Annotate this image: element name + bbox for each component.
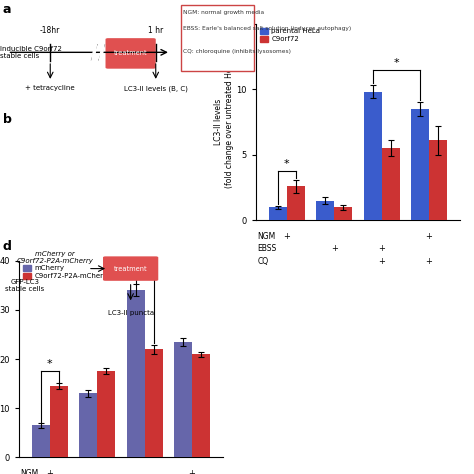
Legend: mCherry, C9orf72-P2A-mCherry: mCherry, C9orf72-P2A-mCherry — [22, 264, 111, 280]
Bar — [334, 207, 352, 220]
Text: +: + — [378, 257, 385, 266]
Text: +: + — [426, 257, 432, 266]
Bar — [382, 148, 400, 220]
Text: NGM: NGM — [20, 469, 39, 474]
Bar — [287, 186, 305, 220]
Text: c: c — [199, 12, 206, 25]
Bar — [97, 371, 115, 457]
Text: *: * — [284, 159, 290, 169]
Text: CQ: CQ — [257, 257, 268, 266]
Bar — [174, 342, 192, 457]
Text: NGM: NGM — [257, 232, 276, 241]
Text: b: b — [2, 113, 11, 126]
Text: + tetracycline: + tetracycline — [26, 85, 75, 91]
Text: +: + — [189, 469, 195, 474]
Text: EBSS: Earle's balanced salt solution (induces autophagy): EBSS: Earle's balanced salt solution (in… — [183, 26, 352, 31]
Text: +: + — [378, 245, 385, 254]
Text: +: + — [283, 232, 290, 241]
Text: a: a — [2, 3, 11, 16]
Y-axis label: LC3-II levels
(fold change over untreated HeLa): LC3-II levels (fold change over untreate… — [214, 56, 234, 188]
Bar — [145, 349, 163, 457]
Text: +: + — [426, 232, 432, 241]
Legend: parental HeLa, C9orf72: parental HeLa, C9orf72 — [259, 27, 321, 43]
Text: *: * — [142, 264, 147, 273]
Text: 1 hr: 1 hr — [148, 26, 164, 35]
Text: mCherry or
C9orf72-P2A-mCherry: mCherry or C9orf72-P2A-mCherry — [17, 251, 94, 264]
Text: CQ: chloroquine (inhibits lysosomes): CQ: chloroquine (inhibits lysosomes) — [183, 49, 292, 54]
Bar — [32, 426, 50, 457]
Bar — [192, 354, 210, 457]
Text: GFP-LC3
stable cells: GFP-LC3 stable cells — [6, 279, 45, 292]
Text: *: * — [47, 359, 53, 369]
Text: +: + — [331, 245, 337, 254]
Text: treatment: treatment — [114, 50, 147, 56]
Text: d: d — [2, 240, 11, 253]
Bar — [364, 92, 382, 220]
Text: Inducible C9orf72
stable cells: Inducible C9orf72 stable cells — [0, 46, 62, 59]
Bar — [411, 109, 429, 220]
FancyBboxPatch shape — [103, 256, 158, 281]
Bar — [316, 201, 334, 220]
Bar — [429, 140, 447, 220]
Bar — [269, 207, 287, 220]
Text: NGM: normal growth media: NGM: normal growth media — [183, 10, 264, 15]
Text: treatment: treatment — [114, 265, 147, 272]
Text: LC3-II levels (B, C): LC3-II levels (B, C) — [124, 85, 188, 91]
Text: LC3-II puncta: LC3-II puncta — [108, 310, 154, 317]
Text: -18hr: -18hr — [40, 26, 60, 35]
Text: EBSS: EBSS — [257, 245, 277, 254]
Text: +: + — [46, 469, 53, 474]
Bar — [50, 386, 68, 457]
FancyBboxPatch shape — [106, 38, 156, 69]
Bar — [79, 393, 97, 457]
Text: *: * — [393, 58, 399, 68]
Bar — [127, 290, 145, 457]
